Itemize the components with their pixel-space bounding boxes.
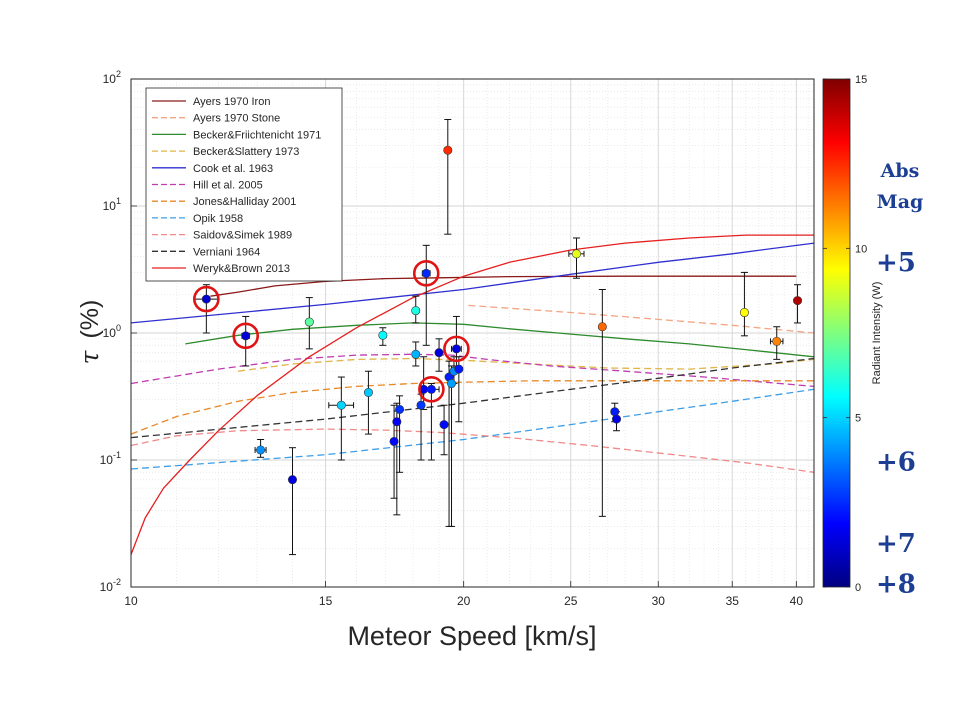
x-tick-label: 35 <box>726 594 740 608</box>
data-point <box>426 384 436 394</box>
error-bars <box>193 118 802 556</box>
data-point <box>439 420 449 430</box>
colorbar-tick-label: 15 <box>855 74 867 86</box>
x-tick-label: 20 <box>457 594 471 608</box>
data-point <box>389 436 399 446</box>
data-point <box>241 331 251 341</box>
legend-label: Becker&Slattery 1973 <box>193 146 299 158</box>
data-point <box>392 417 402 427</box>
legend-label: Jones&Halliday 2001 <box>193 196 296 208</box>
data-point <box>411 349 421 359</box>
highlight-circles <box>193 260 470 403</box>
series-line <box>185 322 814 358</box>
abs-mag-label: +6 <box>876 448 916 478</box>
y-axis-symbol: τ <box>75 349 104 364</box>
data-point <box>772 336 782 346</box>
y-axis-unit: (%) <box>76 300 104 339</box>
legend: Ayers 1970 Iron Ayers 1970 Stone Becker&Fr… <box>145 87 343 282</box>
data-point <box>363 388 373 398</box>
abs-mag-label: +5 <box>876 248 916 278</box>
data-point <box>610 407 620 417</box>
data-point <box>451 344 461 354</box>
data-point <box>739 308 749 318</box>
abs-mag-label: +7 <box>876 529 916 559</box>
highlight-circle <box>418 376 445 403</box>
legend-box <box>145 87 343 282</box>
series-line <box>131 353 814 388</box>
series-line <box>131 388 814 470</box>
svg-text:τ (%): τ (%) <box>75 300 104 365</box>
data-point <box>443 145 453 155</box>
legend-label: Ayers 1970 Iron <box>193 96 270 108</box>
y-tick-label: 101 <box>103 196 121 213</box>
data-point <box>336 400 346 410</box>
colorbar-tick-label: 10 <box>855 243 867 255</box>
data-point <box>571 249 581 259</box>
series-line <box>210 275 797 297</box>
data-point <box>454 364 464 374</box>
legend-label: Cook et al. 1963 <box>193 163 273 175</box>
legend-label: Weryk&Brown 2013 <box>193 263 290 275</box>
data-point <box>612 414 622 424</box>
data-points <box>201 145 803 485</box>
colorbar-label: Radiant Intensity (W) <box>871 282 883 385</box>
colorbar-gradient <box>822 78 851 588</box>
highlight-circle <box>412 260 440 287</box>
data-point <box>793 296 803 306</box>
y-tick-label: 10-2 <box>100 577 121 594</box>
model-curves <box>131 234 814 555</box>
x-tick-label: 25 <box>564 594 578 608</box>
data-point <box>421 268 431 278</box>
colorbar-tick-label: 0 <box>855 582 861 594</box>
colorbar-tick-label: 5 <box>855 413 861 425</box>
x-tick-label: 40 <box>790 594 804 608</box>
data-point <box>378 330 388 340</box>
highlight-circle <box>443 335 470 363</box>
y-tick-label: 100 <box>103 323 121 340</box>
series-line <box>131 380 814 435</box>
highlight-circle <box>193 285 220 313</box>
legend-label: Opik 1958 <box>193 213 243 225</box>
data-point <box>287 475 297 485</box>
x-tick-label: 10 <box>124 594 138 608</box>
data-point <box>395 404 405 414</box>
abs-mag-label: +8 <box>876 570 916 600</box>
x-tick-label: 30 <box>652 594 666 608</box>
data-point <box>304 317 314 327</box>
colorbar: 0 5 10 15 <box>822 74 867 594</box>
series-line <box>131 357 814 439</box>
x-tick-label: 15 <box>319 594 333 608</box>
legend-label: Saidov&Simek 1989 <box>193 230 292 242</box>
x-axis-label: Meteor Speed [km/s] <box>347 621 596 651</box>
axis-ticks: 10 15 20 25 30 35 40 10-2 10-1 100 101 102 <box>100 69 804 608</box>
data-point <box>434 348 444 358</box>
series-line <box>238 357 814 372</box>
y-tick-label: 10-1 <box>100 450 121 467</box>
abs-mag-title-line1: Abs <box>880 160 920 182</box>
highlight-circle <box>232 322 260 350</box>
data-point <box>201 294 211 304</box>
data-point <box>411 306 421 316</box>
data-point <box>597 322 607 332</box>
abs-mag-annotation: Abs Mag +5 +6 +7 +8 <box>876 160 923 600</box>
y-tick-label: 102 <box>103 69 121 86</box>
legend-label: Becker&Friichtenicht 1971 <box>193 129 321 141</box>
legend-label: Ayers 1970 Stone <box>193 113 280 125</box>
data-point <box>416 400 426 410</box>
series-line <box>131 234 814 555</box>
legend-label: Verniani 1964 <box>193 246 260 258</box>
series-line <box>468 304 814 334</box>
data-point <box>256 445 266 455</box>
legend-label: Hill et al. 2005 <box>193 180 263 192</box>
series-line <box>131 428 814 473</box>
y-axis-label: τ (%) <box>75 300 104 365</box>
data-point <box>447 379 457 389</box>
series-line <box>131 242 814 324</box>
abs-mag-title-line2: Mag <box>877 191 924 213</box>
